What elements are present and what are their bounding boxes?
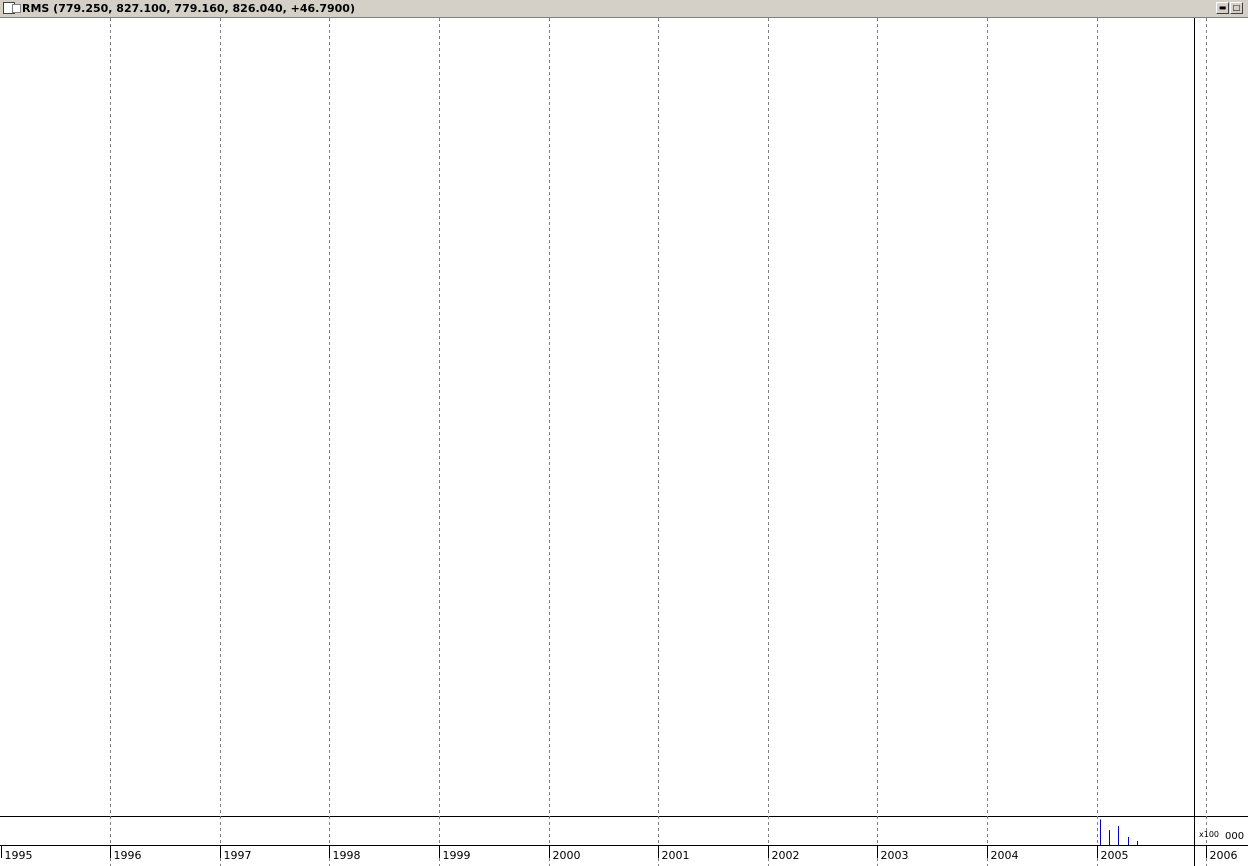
window-maximize-button[interactable]: □ [1230, 2, 1243, 14]
x-tick-label: 2002 [772, 849, 800, 862]
chart-axes: 000 x100 1995 1996 1997 1998 1999 2000 2001 200… [1, 830, 1244, 862]
window-chart-icon [12, 4, 21, 13]
x-tick-label: 2006 [1210, 849, 1238, 862]
x-tick-label: 1997 [224, 849, 252, 862]
x-tick-label: 1995 [5, 849, 33, 862]
x-tick-label: 2003 [881, 849, 909, 862]
window-title: RMS (779.250, 827.100, 779.160, 826.040,… [22, 2, 355, 15]
x-tick-label: 1998 [333, 849, 361, 862]
volume-panel [1100, 819, 1138, 845]
price-chart: 100.0%61.8%50.0%38.2%23.6%0.0%261.8%161.… [0, 18, 1248, 866]
window-minimize-button[interactable]: ▬ [1216, 2, 1229, 14]
x-tick-label: 1996 [114, 849, 142, 862]
chart-grid [0, 18, 1248, 866]
x-tick-label: 2001 [662, 849, 690, 862]
volume-axis-unit: x100 [1199, 830, 1219, 839]
volume-axis-value: 000 [1225, 831, 1244, 842]
x-tick-label: 2000 [553, 849, 581, 862]
x-tick-label: 1999 [443, 849, 471, 862]
x-tick-label: 2004 [991, 849, 1019, 862]
x-tick-label: 2005 [1101, 849, 1129, 862]
window-title-bar: RMS (779.250, 827.100, 779.160, 826.040,… [0, 0, 1248, 18]
